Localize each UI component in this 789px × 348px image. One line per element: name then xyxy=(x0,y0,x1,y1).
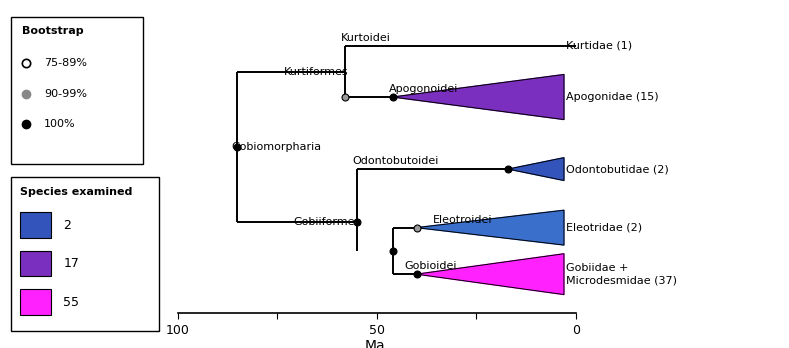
FancyBboxPatch shape xyxy=(11,17,143,164)
Polygon shape xyxy=(417,210,564,245)
FancyBboxPatch shape xyxy=(21,212,51,238)
Text: 75-89%: 75-89% xyxy=(43,58,87,68)
Text: Eleotroidei: Eleotroidei xyxy=(432,215,492,224)
Text: 100%: 100% xyxy=(43,119,76,129)
Text: Odontobutidae (2): Odontobutidae (2) xyxy=(566,164,669,174)
FancyBboxPatch shape xyxy=(21,289,51,315)
Text: Kurtidae (1): Kurtidae (1) xyxy=(566,41,632,51)
Text: Species examined: Species examined xyxy=(21,187,133,197)
Text: Gobiomorpharia: Gobiomorpharia xyxy=(231,142,322,152)
Polygon shape xyxy=(508,158,564,181)
Text: Gobiidae +
Microdesmidae (37): Gobiidae + Microdesmidae (37) xyxy=(566,263,677,285)
Text: 2: 2 xyxy=(63,219,71,232)
Text: Bootstrap: Bootstrap xyxy=(21,26,84,36)
Text: Apogonoidei: Apogonoidei xyxy=(389,84,458,94)
Text: Eleotridae (2): Eleotridae (2) xyxy=(566,223,642,232)
Text: 90-99%: 90-99% xyxy=(43,88,87,98)
Polygon shape xyxy=(417,254,564,295)
FancyBboxPatch shape xyxy=(21,251,51,276)
X-axis label: Ma: Ma xyxy=(365,339,385,348)
Text: Gobiiformes: Gobiiformes xyxy=(294,216,361,227)
FancyBboxPatch shape xyxy=(11,177,159,331)
Text: Odontobutoidei: Odontobutoidei xyxy=(353,156,439,166)
Text: Gobioidei: Gobioidei xyxy=(405,261,457,271)
Text: 55: 55 xyxy=(63,295,79,309)
Text: Apogonidae (15): Apogonidae (15) xyxy=(566,92,659,102)
Polygon shape xyxy=(393,74,564,120)
Text: Kurtiformes: Kurtiformes xyxy=(284,66,349,77)
Text: Kurtoidei: Kurtoidei xyxy=(341,33,391,43)
Text: 17: 17 xyxy=(63,257,79,270)
